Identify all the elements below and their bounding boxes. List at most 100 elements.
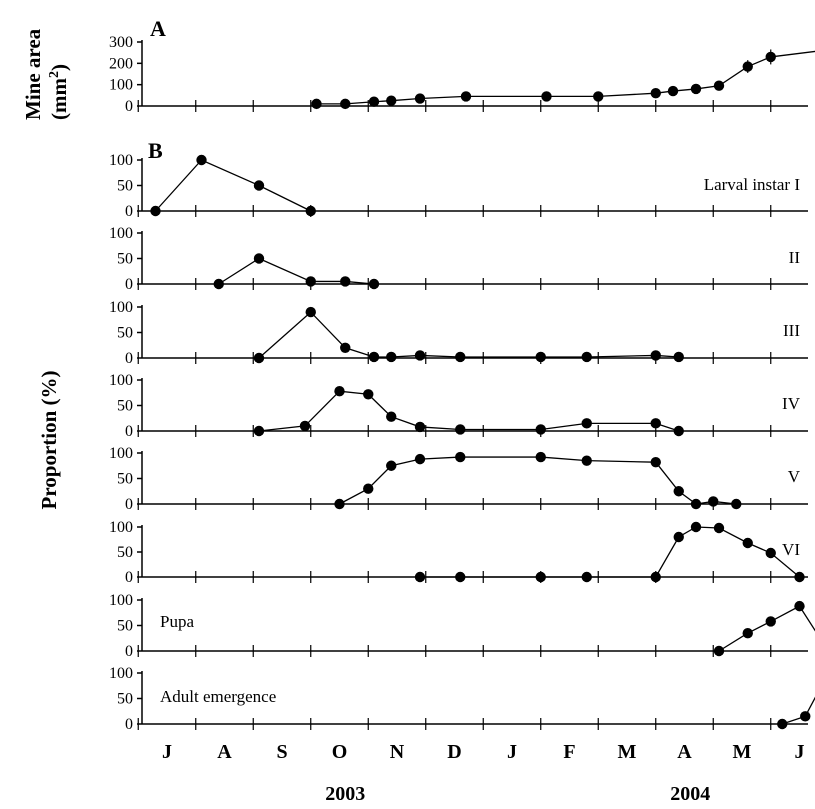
series-line (420, 526, 800, 578)
data-point (334, 498, 345, 510)
stage-label: Adult emergence (160, 687, 276, 706)
data-point (368, 351, 380, 363)
panel-letter-a: A (150, 16, 166, 41)
series-line (718, 605, 815, 652)
data-point (386, 351, 397, 363)
month-label: O (332, 741, 348, 763)
data-point (340, 98, 351, 110)
data-point (368, 96, 380, 107)
data-point (386, 460, 397, 471)
y-tick-label: 0 (125, 643, 133, 660)
x-axis: J A S O N D J F M A M J 2003 2004 (162, 741, 805, 805)
y-tick-label: 50 (117, 691, 133, 708)
data-point (253, 180, 265, 191)
stage-label: III (783, 321, 800, 340)
month-label: A (677, 741, 692, 763)
series-line (155, 159, 312, 212)
stage-label: II (789, 248, 801, 267)
data-point (535, 351, 546, 363)
data-point (414, 421, 426, 433)
panel-7: 0 50 100 Pupa (109, 592, 815, 660)
y-tick-label: 0 (125, 203, 133, 220)
data-point (794, 600, 805, 612)
data-point (196, 154, 207, 166)
data-point (650, 418, 661, 429)
month-label: M (618, 741, 637, 763)
data-point (650, 88, 661, 99)
y-tick-label: 100 (109, 445, 133, 462)
data-point (253, 352, 265, 364)
y-tick-label: 0 (125, 569, 133, 586)
month-label: N (390, 741, 405, 763)
data-point (690, 521, 702, 533)
panel-4: 0 50 100 IV (109, 372, 808, 440)
data-point (650, 350, 661, 361)
year-label: 2004 (670, 783, 710, 805)
y-tick-label: 100 (109, 519, 133, 536)
y-tick-label: 50 (117, 251, 133, 268)
stage-label: Larval instar I (704, 175, 801, 194)
data-point (581, 455, 592, 466)
series-line (339, 456, 737, 505)
y-tick-label: 0 (125, 423, 133, 440)
series-line (258, 311, 679, 359)
data-point (731, 498, 742, 510)
data-point (708, 496, 719, 507)
y-tick-label: 0 (125, 496, 133, 513)
data-point (363, 483, 374, 494)
data-point (673, 351, 684, 363)
data-point (253, 425, 265, 437)
y-tick-label: 100 (109, 665, 133, 682)
y-tick-label: 50 (117, 471, 133, 488)
panel-letter-b: B (148, 138, 163, 163)
data-point (414, 93, 426, 104)
data-point (535, 424, 546, 435)
data-point (368, 278, 380, 290)
y-tick-label: 0 (125, 276, 133, 293)
y-tick-label: 50 (117, 544, 133, 561)
data-point (794, 571, 805, 583)
series-line (218, 257, 375, 285)
series-line (258, 390, 679, 432)
month-label: M (733, 741, 752, 763)
y-tick-label: 100 (109, 299, 133, 316)
stage-label: VI (782, 540, 800, 559)
data-point (340, 276, 351, 287)
panel-3: 0 50 100 III (109, 299, 808, 367)
data-point (667, 85, 679, 97)
data-point (455, 351, 466, 363)
data-point (690, 498, 702, 510)
data-point (541, 91, 552, 102)
data-point (414, 453, 426, 465)
data-point (460, 91, 472, 102)
series-line (316, 50, 815, 105)
month-label: A (217, 741, 232, 763)
data-point (305, 205, 316, 217)
y-tick-label: 0 (125, 98, 133, 115)
data-point (386, 411, 397, 422)
data-point (535, 451, 546, 463)
y-tick-label: 50 (117, 618, 133, 635)
data-point (800, 711, 811, 722)
data-point (650, 571, 661, 583)
data-point (535, 571, 546, 583)
data-point (340, 342, 351, 353)
y-tick-label: 100 (109, 77, 133, 94)
month-label: F (563, 741, 575, 763)
data-point (299, 420, 311, 432)
panel-8: 0 50 100 Adult emergence (109, 665, 815, 733)
data-point (363, 389, 374, 400)
data-point (305, 306, 316, 318)
panel-6: 0 50 100 VI (109, 519, 808, 586)
month-label: J (795, 741, 805, 763)
stage-label: IV (782, 394, 801, 413)
data-point (311, 98, 322, 110)
data-point (765, 547, 776, 559)
data-point (581, 571, 592, 583)
panel-1: 0 50 100 Larval instar I (109, 152, 808, 220)
data-point (414, 350, 426, 361)
y-label-proportion: Proportion (%) (37, 370, 61, 509)
y-tick-label: 50 (117, 325, 133, 342)
